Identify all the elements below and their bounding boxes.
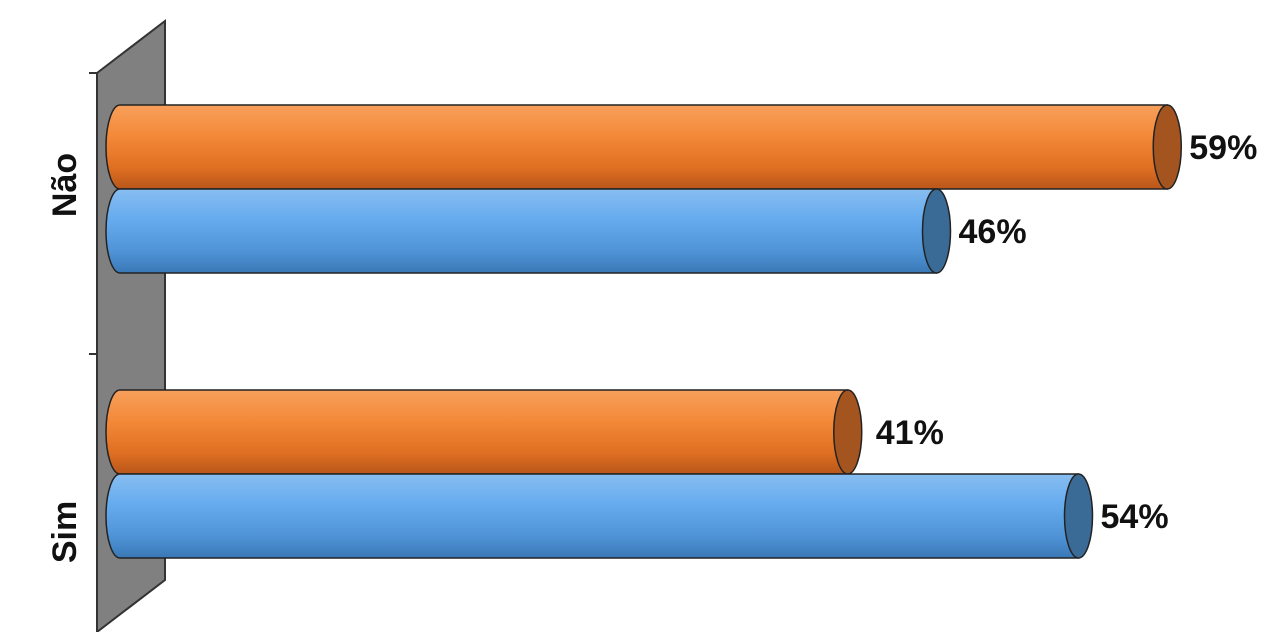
bar-end-cap xyxy=(1063,473,1094,559)
bar-blue-sim xyxy=(105,473,1080,559)
bar-blue-nao xyxy=(105,188,938,274)
bar-end-cap xyxy=(833,389,863,475)
category-label-nao: Não xyxy=(46,153,84,217)
bars-group: 59% 46% 41% 54% xyxy=(105,104,1257,559)
bar-orange-sim xyxy=(105,389,849,475)
data-label: 59% xyxy=(1189,129,1257,167)
data-label: 41% xyxy=(876,414,944,452)
category-label-sim: Sim xyxy=(46,501,84,563)
data-label: 54% xyxy=(1101,498,1169,536)
data-label: 46% xyxy=(959,213,1027,251)
bar-orange-nao xyxy=(105,104,1168,190)
bar-end-cap xyxy=(1152,104,1182,190)
bar-end-cap xyxy=(921,188,952,274)
